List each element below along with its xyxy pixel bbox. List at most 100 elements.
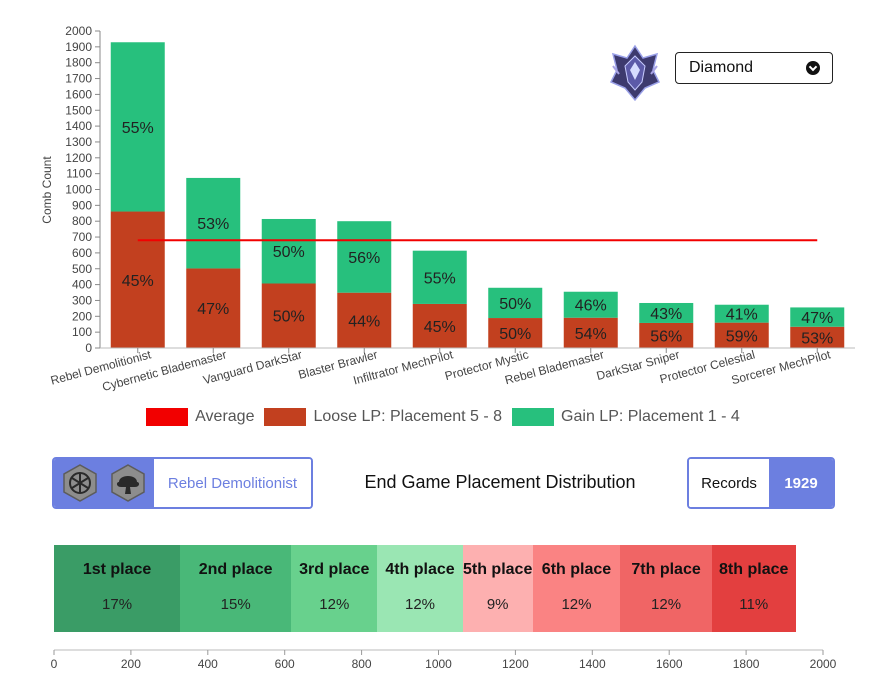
- bar-gain-lp[interactable]: [110, 42, 165, 212]
- y-tick-label: 800: [72, 214, 92, 228]
- rebel-trait-icon: [63, 464, 97, 502]
- bar-loose-lp[interactable]: [639, 322, 694, 348]
- y-tick-label: 300: [72, 293, 92, 307]
- place-label: 6th place: [541, 560, 612, 578]
- place-segment-6[interactable]: 6th place 12%: [532, 545, 621, 632]
- distribution-axis-tick-label: 400: [198, 657, 218, 671]
- place-percent: 15%: [220, 595, 251, 613]
- y-tick-label: 200: [72, 309, 92, 323]
- bar-loose-lp[interactable]: [488, 318, 543, 348]
- place-label: 5th place: [462, 560, 533, 578]
- distribution-axis-tick-label: 1400: [579, 657, 606, 671]
- distribution-axis-tick-label: 0: [51, 657, 58, 671]
- place-label: 7th place: [631, 560, 701, 578]
- y-tick-label: 2000: [65, 24, 92, 38]
- bar-loose-lp[interactable]: [110, 211, 165, 348]
- bar-label-gain-lp: 53%: [197, 216, 229, 233]
- legend-loose-lp[interactable]: Loose LP: Placement 5 - 8: [264, 408, 502, 426]
- chevron-down-icon: [806, 61, 820, 75]
- legend-label-gain-lp: Gain LP: Placement 1 - 4: [561, 408, 740, 425]
- bar-label-loose-lp: 50%: [273, 309, 305, 326]
- rank-select[interactable]: Diamond: [675, 52, 833, 84]
- bar-label-loose-lp: 45%: [122, 273, 154, 290]
- y-tick-label: 0: [85, 341, 92, 355]
- distribution-axis-tick-label: 1800: [733, 657, 760, 671]
- legend-swatch-gain-lp: [512, 408, 555, 426]
- place-segment-2[interactable]: 2nd place 15%: [180, 545, 292, 632]
- y-tick-label: 1900: [65, 40, 92, 54]
- placement-distribution-bar: 1st place 17% 2nd place 15% 3rd place 12% 4th …: [54, 545, 796, 632]
- diamond-rank-icon: [609, 44, 661, 102]
- bar-label-gain-lp: 43%: [650, 306, 682, 323]
- place-label: 2nd place: [198, 560, 273, 578]
- place-label: 1st place: [82, 560, 152, 578]
- place-label: 3rd place: [299, 560, 370, 578]
- bar-loose-lp[interactable]: [261, 283, 316, 348]
- legend-swatch-loose-lp: [264, 408, 307, 426]
- place-percent: 12%: [561, 595, 592, 613]
- bar-gain-lp[interactable]: [261, 218, 316, 284]
- bar-label-gain-lp: 50%: [273, 244, 305, 261]
- y-tick-label: 100: [72, 325, 92, 339]
- bar-label-loose-lp: 45%: [424, 319, 456, 336]
- bar-loose-lp[interactable]: [337, 292, 392, 348]
- distribution-axis-tick-label: 800: [352, 657, 372, 671]
- y-tick-label: 1700: [65, 72, 92, 86]
- place-label: 4th place: [385, 560, 455, 578]
- legend-gain-lp[interactable]: Gain LP: Placement 1 - 4: [512, 408, 740, 426]
- place-segment-1[interactable]: 1st place 17%: [54, 545, 181, 632]
- y-tick-label: 400: [72, 278, 92, 292]
- selected-comp[interactable]: Rebel Demolitionist: [52, 457, 313, 509]
- y-tick-label: 1500: [65, 103, 92, 117]
- bar-loose-lp[interactable]: [714, 322, 769, 348]
- bar-label-loose-lp: 44%: [348, 313, 380, 330]
- bar-gain-lp[interactable]: [488, 287, 543, 319]
- bar-label-gain-lp: 56%: [348, 250, 380, 267]
- bar-label-loose-lp: 56%: [650, 328, 682, 345]
- y-tick-label: 1300: [65, 135, 92, 149]
- y-tick-label: 500: [72, 262, 92, 276]
- y-axis-label: Comb Count: [40, 156, 54, 224]
- bar-label-loose-lp: 53%: [801, 330, 833, 347]
- legend-swatch-average: [146, 408, 189, 426]
- bar-gain-lp[interactable]: [412, 250, 467, 304]
- legend-label-loose-lp: Loose LP: Placement 5 - 8: [313, 408, 503, 425]
- bar-label-gain-lp: 41%: [726, 307, 758, 324]
- bar-label-loose-lp: 47%: [197, 301, 229, 318]
- records-badge: Records 1929: [687, 457, 835, 509]
- bar-gain-lp[interactable]: [563, 291, 618, 318]
- bar-label-loose-lp: 59%: [726, 328, 758, 345]
- distribution-axis-tick-label: 1600: [656, 657, 683, 671]
- bar-loose-lp[interactable]: [412, 303, 467, 348]
- distribution-title: End Game Placement Distribution: [364, 472, 636, 492]
- distribution-axis-tick-label: 600: [275, 657, 295, 671]
- legend-average[interactable]: Average: [146, 408, 254, 426]
- y-tick-label: 1600: [65, 87, 92, 101]
- bar-gain-lp[interactable]: [337, 221, 392, 293]
- bar-label-gain-lp: 47%: [801, 310, 833, 327]
- bar-loose-lp[interactable]: [790, 326, 845, 348]
- records-value: 1929: [769, 459, 833, 507]
- comp-trait-icons: [54, 459, 154, 507]
- place-segment-8[interactable]: 8th place 11%: [711, 545, 796, 632]
- bar-gain-lp[interactable]: [186, 177, 241, 269]
- bar-gain-lp[interactable]: [639, 302, 694, 323]
- place-percent: 9%: [486, 595, 509, 613]
- place-segment-3[interactable]: 3rd place 12%: [291, 545, 378, 632]
- y-tick-label: 1100: [66, 167, 92, 181]
- place-percent: 17%: [102, 595, 133, 613]
- y-tick-label: 600: [72, 246, 92, 260]
- place-segment-7[interactable]: 7th place 12%: [620, 545, 712, 632]
- rank-select-value: Diamond: [689, 59, 754, 76]
- place-percent: 11%: [739, 595, 769, 613]
- bar-label-gain-lp: 46%: [575, 298, 607, 315]
- y-tick-label: 1800: [65, 56, 92, 70]
- bar-loose-lp[interactable]: [186, 268, 241, 348]
- y-tick-label: 700: [72, 230, 92, 244]
- bar-gain-lp[interactable]: [790, 307, 845, 327]
- bar-label-gain-lp: 55%: [424, 270, 456, 287]
- place-segment-4[interactable]: 4th place 12%: [377, 545, 463, 632]
- bar-gain-lp[interactable]: [714, 304, 769, 323]
- bar-loose-lp[interactable]: [563, 317, 618, 348]
- place-segment-5[interactable]: 5th place 9%: [462, 545, 533, 632]
